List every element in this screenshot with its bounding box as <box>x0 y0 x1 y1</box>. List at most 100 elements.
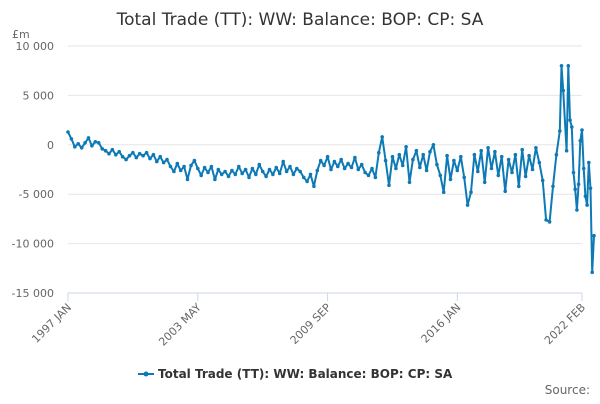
data-point[interactable] <box>479 148 484 153</box>
data-point[interactable] <box>435 162 439 167</box>
data-point[interactable] <box>93 140 98 144</box>
data-point[interactable] <box>377 150 381 155</box>
data-point[interactable] <box>441 190 446 194</box>
data-point[interactable] <box>336 164 340 169</box>
data-point[interactable] <box>103 148 108 153</box>
data-point[interactable] <box>216 167 221 172</box>
data-point[interactable] <box>90 144 94 148</box>
data-point[interactable] <box>226 174 231 179</box>
data-point[interactable] <box>503 189 508 193</box>
data-point[interactable] <box>308 172 313 177</box>
data-point[interactable] <box>148 156 152 161</box>
data-point[interactable] <box>407 180 412 185</box>
data-point[interactable] <box>260 169 265 174</box>
data-point[interactable] <box>544 218 548 222</box>
data-point[interactable] <box>383 158 388 163</box>
data-point[interactable] <box>510 170 514 175</box>
data-point[interactable] <box>185 177 190 182</box>
data-point[interactable] <box>69 137 74 141</box>
data-point[interactable] <box>506 157 511 162</box>
data-point[interactable] <box>551 184 555 189</box>
data-point[interactable] <box>353 155 357 160</box>
data-point[interactable] <box>172 169 176 174</box>
data-point[interactable] <box>592 233 596 238</box>
data-point[interactable] <box>271 172 275 177</box>
data-point[interactable] <box>165 157 169 162</box>
data-point[interactable] <box>110 147 115 152</box>
data-point[interactable] <box>100 147 104 151</box>
data-point[interactable] <box>131 150 135 155</box>
data-point[interactable] <box>540 178 545 183</box>
data-point[interactable] <box>284 169 289 174</box>
data-point[interactable] <box>107 151 111 156</box>
data-point[interactable] <box>359 162 364 167</box>
data-point[interactable] <box>267 167 272 172</box>
data-point[interactable] <box>192 158 197 163</box>
data-point[interactable] <box>315 168 320 173</box>
data-point[interactable] <box>418 165 422 170</box>
data-point[interactable] <box>366 173 371 178</box>
data-point[interactable] <box>400 163 405 168</box>
data-point[interactable] <box>196 166 200 171</box>
data-point[interactable] <box>144 150 149 155</box>
data-point[interactable] <box>414 148 419 153</box>
data-point[interactable] <box>455 168 460 173</box>
data-point[interactable] <box>175 161 180 166</box>
data-point[interactable] <box>554 152 559 157</box>
data-point[interactable] <box>566 64 571 68</box>
data-point[interactable] <box>493 149 497 154</box>
data-point[interactable] <box>346 161 350 166</box>
data-point[interactable] <box>312 184 316 189</box>
data-point[interactable] <box>332 159 337 164</box>
data-point[interactable] <box>127 153 132 158</box>
data-point[interactable] <box>223 169 227 174</box>
data-point[interactable] <box>114 152 118 157</box>
data-point[interactable] <box>585 203 589 207</box>
data-point[interactable] <box>380 135 385 139</box>
data-point[interactable] <box>168 164 173 169</box>
data-point[interactable] <box>73 145 77 149</box>
data-point[interactable] <box>581 166 586 171</box>
data-point[interactable] <box>322 163 326 168</box>
data-point[interactable] <box>411 157 415 162</box>
data-point[interactable] <box>182 164 186 169</box>
data-point[interactable] <box>155 159 159 164</box>
data-point[interactable] <box>561 88 565 93</box>
data-point[interactable] <box>209 164 214 169</box>
data-point[interactable] <box>247 175 251 180</box>
data-point[interactable] <box>120 154 125 159</box>
data-point[interactable] <box>424 168 429 173</box>
data-point[interactable] <box>576 182 581 187</box>
data-point[interactable] <box>530 167 535 172</box>
data-point[interactable] <box>421 152 426 157</box>
data-point[interactable] <box>438 173 443 178</box>
data-point[interactable] <box>575 208 579 212</box>
data-point[interactable] <box>397 152 402 157</box>
data-point[interactable] <box>237 164 241 169</box>
data-point[interactable] <box>219 172 224 177</box>
data-point[interactable] <box>513 152 518 157</box>
data-point[interactable] <box>199 173 203 178</box>
data-point[interactable] <box>578 139 583 143</box>
data-point[interactable] <box>499 154 504 159</box>
data-point[interactable] <box>534 146 538 150</box>
data-point[interactable] <box>281 159 286 164</box>
data-point[interactable] <box>373 175 378 180</box>
data-point[interactable] <box>161 160 166 165</box>
data-point[interactable] <box>588 186 593 191</box>
data-point[interactable] <box>587 160 591 165</box>
data-point[interactable] <box>124 157 128 162</box>
data-point[interactable] <box>370 166 374 171</box>
data-point[interactable] <box>158 154 162 159</box>
data-point[interactable] <box>558 129 562 133</box>
data-point[interactable] <box>318 158 323 163</box>
data-point[interactable] <box>448 177 453 182</box>
data-point[interactable] <box>459 154 463 159</box>
data-point[interactable] <box>547 220 552 224</box>
data-point[interactable] <box>573 187 577 192</box>
data-point[interactable] <box>240 171 244 176</box>
data-point[interactable] <box>476 169 480 174</box>
data-point[interactable] <box>83 141 87 145</box>
data-point[interactable] <box>580 128 584 132</box>
data-point[interactable] <box>404 145 408 149</box>
